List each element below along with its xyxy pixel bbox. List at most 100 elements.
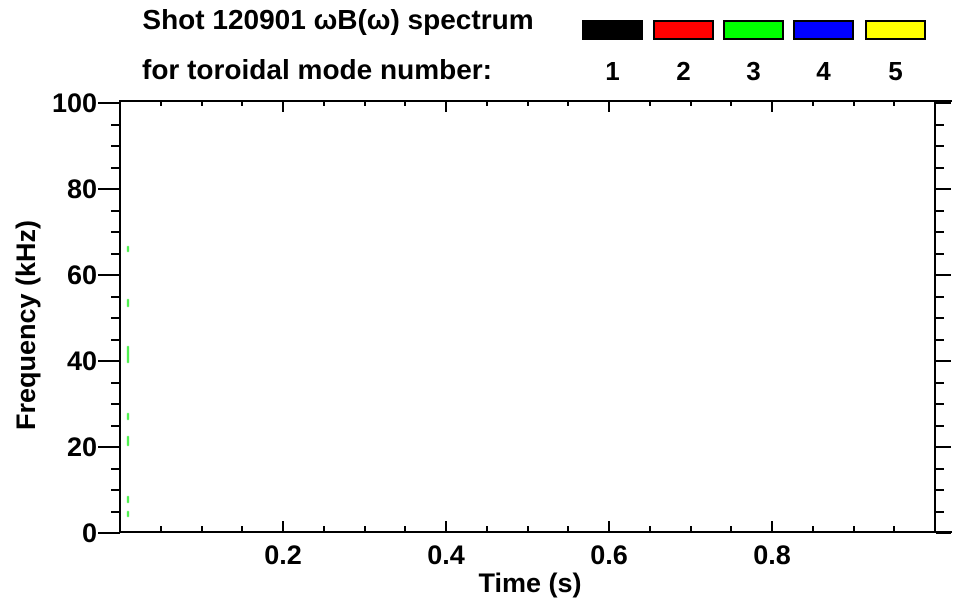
x-axis-minor-tick-top xyxy=(648,100,651,106)
y-axis-minor-tick-right xyxy=(936,467,944,470)
x-axis-minor-tick xyxy=(689,526,692,533)
plot-title: Shot 120901 ωB(ω) spectrum xyxy=(142,4,534,35)
x-axis-major-tick xyxy=(771,521,773,533)
legend-swatch-n5 xyxy=(865,20,926,40)
data-point-mark-n3 xyxy=(127,246,129,252)
x-axis-minor-tick-top xyxy=(730,100,733,106)
data-point-mark-n3 xyxy=(127,511,129,517)
y-axis-minor-tick-right xyxy=(936,403,944,405)
x-axis-minor-tick xyxy=(322,526,325,533)
y-axis-minor-tick xyxy=(111,489,120,491)
y-axis-minor-tick xyxy=(111,252,120,255)
y-axis-tick-label: 40 xyxy=(66,346,97,376)
legend-swatch-n2 xyxy=(653,20,714,40)
y-axis-minor-tick xyxy=(111,338,120,341)
y-axis-minor-tick xyxy=(111,424,120,427)
x-axis-minor-tick-top xyxy=(485,100,488,106)
y-axis-minor-tick xyxy=(111,145,120,147)
axis-right-line xyxy=(934,100,936,533)
data-point-mark-n3 xyxy=(127,346,129,363)
x-axis-major-tick-top xyxy=(282,100,284,112)
y-axis-minor-tick-right xyxy=(936,252,944,255)
y-axis-major-tick-right xyxy=(936,102,951,104)
y-axis-minor-tick-right xyxy=(936,424,944,427)
y-axis-minor-tick xyxy=(111,123,120,126)
legend-item-label: 4 xyxy=(816,56,831,86)
legend-item-label: 1 xyxy=(605,56,620,86)
y-axis-minor-tick-right xyxy=(936,317,944,319)
data-point-mark-n3 xyxy=(127,299,129,307)
y-axis-minor-tick xyxy=(111,467,120,470)
y-axis-minor-tick xyxy=(111,166,120,169)
data-point-mark-n3 xyxy=(127,496,129,503)
x-axis-minor-tick xyxy=(159,526,162,533)
y-axis-minor-tick xyxy=(111,209,120,212)
x-axis-minor-tick-top xyxy=(567,100,570,106)
y-axis-minor-tick-right xyxy=(936,166,944,169)
y-axis-major-tick-right xyxy=(936,446,951,448)
x-axis-minor-tick-top xyxy=(526,100,529,106)
x-axis-minor-tick-top xyxy=(363,100,366,106)
x-axis-minor-tick xyxy=(852,526,855,533)
x-axis-minor-tick xyxy=(811,526,814,533)
y-axis-minor-tick xyxy=(111,295,120,298)
y-axis-minor-tick xyxy=(111,381,120,384)
x-axis-tick-label: 0.2 xyxy=(264,540,302,570)
x-axis-major-tick-top xyxy=(771,100,773,112)
x-axis-minor-tick-top xyxy=(404,100,407,106)
y-axis-major-tick-right xyxy=(936,532,951,534)
data-point-mark-n3 xyxy=(127,413,129,420)
y-axis-tick-label: 80 xyxy=(66,174,97,204)
y-axis-tick-label: 0 xyxy=(81,518,97,548)
y-axis-major-tick-right xyxy=(936,188,951,190)
y-axis-major-tick xyxy=(98,360,120,362)
legend-swatch-n4 xyxy=(793,20,854,40)
x-axis-tick-label: 0.6 xyxy=(590,540,628,570)
axis-top-line xyxy=(120,100,952,102)
x-axis-minor-tick-top xyxy=(200,100,203,106)
x-axis-minor-tick-top xyxy=(322,100,325,106)
y-axis-major-tick-right xyxy=(936,274,951,276)
legend-swatch-n1 xyxy=(582,20,643,40)
y-axis-minor-tick-right xyxy=(936,145,944,147)
y-axis-minor-tick-right xyxy=(936,338,944,341)
x-axis-minor-tick-top xyxy=(893,100,896,106)
y-axis-major-tick xyxy=(98,188,120,190)
y-axis-minor-tick xyxy=(111,317,120,319)
x-axis-minor-tick xyxy=(648,526,651,533)
plot-subtitle: for toroidal mode number: xyxy=(142,54,492,85)
y-axis-minor-tick xyxy=(111,510,120,513)
y-axis-minor-tick-right xyxy=(936,295,944,298)
axis-left-line xyxy=(119,100,121,533)
y-axis-minor-tick-right xyxy=(936,489,944,491)
y-axis-major-tick xyxy=(98,446,120,448)
x-axis-major-tick xyxy=(282,521,284,533)
x-axis-minor-tick xyxy=(200,526,203,533)
x-axis-minor-tick-top xyxy=(241,100,244,106)
legend-item-label: 2 xyxy=(676,56,691,86)
x-axis-major-tick-top xyxy=(608,100,610,112)
x-axis-minor-tick xyxy=(404,526,407,533)
data-point-mark-n3 xyxy=(127,436,129,446)
y-axis-title: Frequency (kHz) xyxy=(11,219,41,431)
legend-item-label: 5 xyxy=(888,56,903,86)
x-axis-minor-tick xyxy=(526,526,529,533)
x-axis-tick-label: 0.4 xyxy=(427,540,465,570)
y-axis-minor-tick-right xyxy=(936,510,944,513)
x-axis-major-tick-top xyxy=(445,100,447,112)
x-axis-major-tick xyxy=(445,521,447,533)
x-axis-minor-tick-top xyxy=(811,100,814,106)
y-axis-minor-tick-right xyxy=(936,209,944,212)
legend-swatch-n3 xyxy=(723,20,784,40)
y-axis-major-tick xyxy=(98,102,120,104)
y-axis-tick-label: 100 xyxy=(51,88,97,118)
x-axis-minor-tick-top xyxy=(852,100,855,106)
x-axis-minor-tick xyxy=(893,526,896,533)
x-axis-minor-tick-top xyxy=(159,100,162,106)
x-axis-minor-tick xyxy=(730,526,733,533)
x-axis-title: Time (s) xyxy=(478,568,582,598)
y-axis-tick-label: 60 xyxy=(66,260,97,290)
y-axis-minor-tick xyxy=(111,231,120,233)
x-axis-minor-tick xyxy=(363,526,366,533)
